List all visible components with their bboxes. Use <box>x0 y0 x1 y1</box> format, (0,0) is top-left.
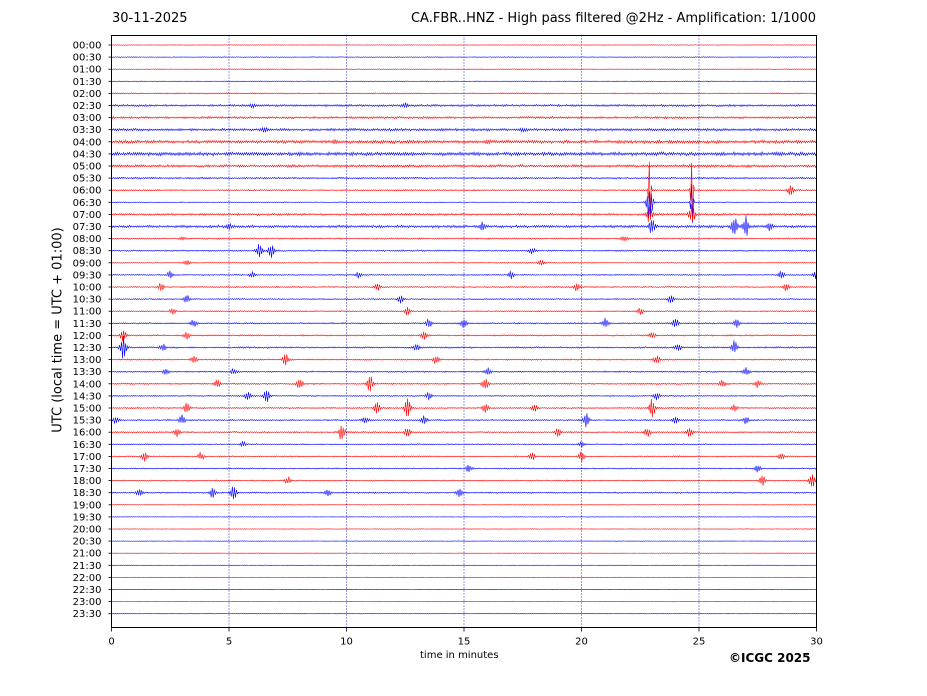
x-tick-labels: 0 5 10 15 20 25 30 <box>108 627 823 648</box>
y-tick-label: 12:00 <box>73 331 102 342</box>
y-tick-label: 13:30 <box>73 367 102 378</box>
x-tick-label: 10 <box>340 637 353 648</box>
y-tick-label: 17:30 <box>73 464 102 475</box>
y-tick-label: 14:00 <box>73 379 102 390</box>
trace-line-2130 <box>111 564 817 566</box>
trace-line-0400 <box>111 138 817 145</box>
copyright: ©ICGC 2025 <box>729 651 811 665</box>
trace-line-0900 <box>111 259 817 266</box>
trace-line-1130 <box>111 317 817 328</box>
trace-line-0630 <box>111 183 817 224</box>
trace-line-0930 <box>111 270 817 280</box>
y-tick-label: 19:00 <box>73 500 102 511</box>
trace-line-0800 <box>111 235 817 242</box>
x-tick-label: 0 <box>108 637 114 648</box>
trace-line-1030 <box>111 295 817 304</box>
y-tick-label: 04:30 <box>73 149 102 160</box>
x-tick-label: 20 <box>575 637 588 648</box>
y-tick-label: 06:00 <box>73 186 102 197</box>
trace-line-0600 <box>111 161 817 220</box>
y-tick-label: 23:00 <box>73 597 102 608</box>
y-tick-labels: 00:0000:3001:0001:3002:0002:3003:0003:30… <box>73 41 112 620</box>
y-tick-label: 03:00 <box>73 113 102 124</box>
x-tick-label: 15 <box>458 637 471 648</box>
trace-line-1900 <box>111 504 817 506</box>
trace-line-1930 <box>111 516 817 518</box>
trace-line-2100 <box>111 552 817 554</box>
y-tick-label: 18:00 <box>73 476 102 487</box>
y-tick-label: 16:00 <box>73 428 102 439</box>
date-label: 30-11-2025 <box>112 11 188 26</box>
y-tick-label: 07:00 <box>73 210 102 221</box>
y-tick-label: 21:00 <box>73 549 102 560</box>
y-tick-label: 01:30 <box>73 77 102 88</box>
y-tick-label: 22:30 <box>73 585 102 596</box>
plot-frame <box>111 35 817 628</box>
y-tick-label: 22:00 <box>73 573 102 584</box>
y-tick-label: 00:00 <box>73 41 102 52</box>
trace-line-2230 <box>111 588 817 591</box>
trace-line-2330 <box>111 613 817 615</box>
y-tick-label: 00:30 <box>73 53 102 64</box>
trace-lines <box>111 44 817 615</box>
trace-line-2300 <box>111 600 817 603</box>
y-tick-label: 09:30 <box>73 270 102 281</box>
chart-title: CA.FBR..HNZ - High pass filtered @2Hz - … <box>410 11 816 26</box>
x-axis-label: time in minutes <box>420 650 499 661</box>
y-tick-label: 09:00 <box>73 258 102 269</box>
y-tick-label: 10:00 <box>73 283 102 294</box>
trace-line-1330 <box>111 367 817 375</box>
y-tick-label: 20:00 <box>73 525 102 536</box>
y-tick-label: 19:30 <box>73 512 102 523</box>
y-tick-label: 15:00 <box>73 404 102 415</box>
y-tick-label: 16:30 <box>73 440 102 451</box>
y-axis-label: UTC (local time = UTC + 01:00) <box>50 227 66 433</box>
trace-line-2000 <box>111 528 817 530</box>
y-tick-label: 17:00 <box>73 452 102 463</box>
x-tick-label: 5 <box>226 637 232 648</box>
trace-line-0830 <box>111 243 817 258</box>
y-tick-label: 11:00 <box>73 307 102 318</box>
y-tick-label: 21:30 <box>73 561 102 572</box>
y-tick-label: 02:30 <box>73 101 102 112</box>
grid-lines <box>228 35 700 628</box>
y-tick-label: 04:00 <box>73 137 102 148</box>
y-tick-label: 05:00 <box>73 162 102 173</box>
trace-line-2200 <box>111 576 817 579</box>
y-tick-label: 10:30 <box>73 295 102 306</box>
trace-line-1100 <box>111 306 817 316</box>
y-tick-label: 13:00 <box>73 355 102 366</box>
y-tick-label: 18:30 <box>73 488 102 499</box>
y-tick-label: 20:30 <box>73 537 102 548</box>
trace-line-0530 <box>111 176 817 180</box>
trace-line-2030 <box>111 540 817 542</box>
y-tick-label: 14:30 <box>73 391 102 402</box>
x-tick-label: 25 <box>693 637 706 648</box>
y-tick-label: 11:30 <box>73 319 102 330</box>
y-tick-label: 07:30 <box>73 222 102 233</box>
y-tick-label: 05:30 <box>73 174 102 185</box>
y-tick-label: 01:00 <box>73 65 102 76</box>
y-tick-label: 03:30 <box>73 125 102 136</box>
y-tick-label: 08:30 <box>73 246 102 257</box>
y-tick-label: 12:30 <box>73 343 102 354</box>
x-tick-label: 30 <box>810 637 823 648</box>
trace-line-1000 <box>111 283 817 292</box>
y-tick-label: 08:00 <box>73 234 102 245</box>
y-tick-label: 23:30 <box>73 609 102 620</box>
y-tick-label: 06:30 <box>73 198 102 209</box>
y-tick-label: 02:00 <box>73 89 102 100</box>
y-tick-label: 15:30 <box>73 416 102 427</box>
